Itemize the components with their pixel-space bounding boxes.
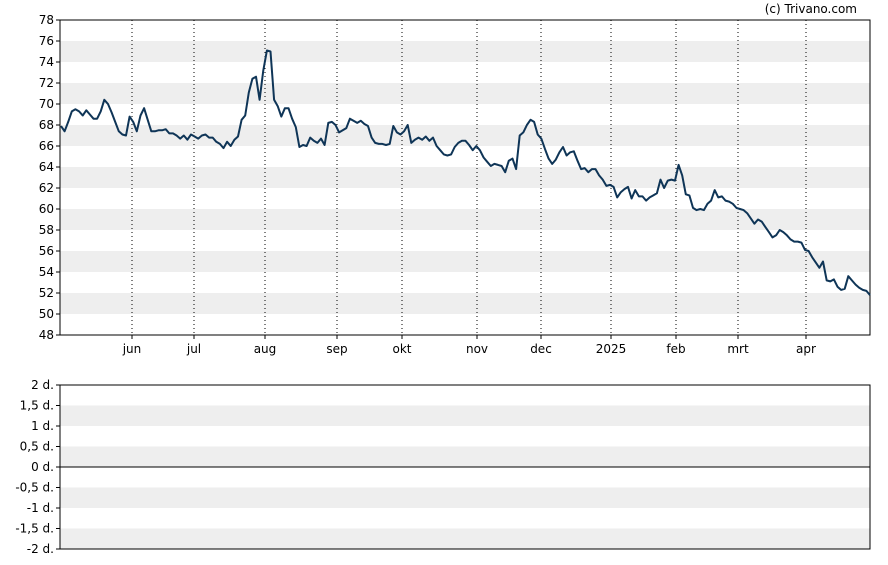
grid-band (60, 293, 870, 314)
y-tick-label: 1 d. (31, 419, 54, 433)
x-tick-label: jul (186, 342, 201, 356)
y-tick-label: 62 (39, 181, 54, 195)
y-tick-label: -1,5 d. (15, 522, 54, 536)
x-tick-label: mrt (727, 342, 749, 356)
grid-band (60, 83, 870, 104)
y-tick-label: 76 (39, 34, 54, 48)
y-tick-label: 60 (39, 202, 54, 216)
price-chart: jun jul aug sep okt nov dec 2025 feb mrt apr 78 76 74… (39, 13, 871, 356)
y-tick-label: 70 (39, 97, 54, 111)
y-tick-label: 52 (39, 286, 54, 300)
y-tick-label: 50 (39, 307, 54, 321)
price-series-line (60, 49, 871, 296)
y-tick-label: 0,5 d. (20, 440, 54, 454)
y-tick-label: 68 (39, 118, 54, 132)
x-tick-label: 2025 (596, 342, 627, 356)
y-tick-label: -0,5 d. (15, 481, 54, 495)
plot-frame (59, 384, 871, 550)
y-tick-label: 58 (39, 223, 54, 237)
y-tick-label: 56 (39, 244, 54, 258)
grid-band (60, 528, 870, 549)
y-tick-label: -1 d. (27, 501, 54, 515)
y-tick-label: 54 (39, 265, 54, 279)
y-tick-label: 48 (39, 328, 54, 342)
y-tick-label: 0 d. (31, 460, 54, 474)
y-tick-label: -2 d. (27, 542, 54, 556)
grid-band (60, 209, 870, 230)
y-tick-label: 1,5 d. (20, 399, 54, 413)
grid-band (60, 405, 870, 426)
grid-band (60, 41, 870, 62)
x-tick-label: okt (393, 342, 412, 356)
credit-label: (c) Trivano.com (765, 2, 857, 16)
x-tick-label: feb (666, 342, 685, 356)
grid-band (60, 251, 870, 272)
grid-band (60, 446, 870, 467)
x-tick-label: apr (796, 342, 816, 356)
grid-band (60, 487, 870, 508)
grid-band (60, 167, 870, 188)
grid-band (60, 125, 870, 146)
indicator-chart: 2 d. 1,5 d. 1 d. 0,5 d. 0 d. -0,5 d. -1 d. -1,5… (15, 378, 871, 556)
y-tick-label: 2 d. (31, 378, 54, 392)
x-tick-label: dec (530, 342, 552, 356)
x-tick-label: aug (254, 342, 277, 356)
plot-frame (59, 19, 871, 336)
y-tick-label: 72 (39, 76, 54, 90)
y-tick-label: 66 (39, 139, 54, 153)
y-tick-label: 64 (39, 160, 54, 174)
x-tick-label: sep (326, 342, 347, 356)
y-tick-label: 74 (39, 55, 54, 69)
y-tick-label: 78 (39, 13, 54, 27)
x-tick-label: nov (466, 342, 488, 356)
x-tick-label: jun (122, 342, 142, 356)
